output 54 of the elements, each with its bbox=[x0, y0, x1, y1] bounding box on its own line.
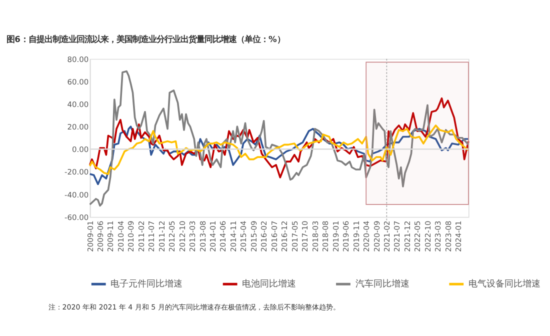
y-tick-label: -40.00 bbox=[64, 190, 89, 200]
x-tick-label: 2013-08 bbox=[198, 220, 208, 252]
x-tick-label: 2011-02 bbox=[136, 220, 146, 252]
x-tick-label: 2019-01 bbox=[331, 220, 340, 252]
x-tick-label: 2012-10 bbox=[178, 220, 187, 252]
y-tick-label: -20.00 bbox=[64, 168, 89, 177]
x-tick-label: 2009-11 bbox=[106, 220, 116, 252]
x-tick-label: 2018-08 bbox=[321, 220, 330, 252]
y-tick-label: 60.00 bbox=[67, 77, 89, 86]
x-tick-label: 2016-07 bbox=[270, 220, 279, 252]
x-tick-label: 2023-03 bbox=[434, 220, 443, 252]
legend-label: 电池同比增速 bbox=[242, 278, 296, 290]
x-tick-label: 2013-03 bbox=[188, 220, 197, 252]
y-tick-label: 20.00 bbox=[67, 122, 89, 132]
x-tick-label: 2014-06 bbox=[218, 220, 228, 252]
x-tick-label: 2014-11 bbox=[229, 220, 238, 252]
x-tick-label: 2019-06 bbox=[342, 220, 351, 252]
x-tick-label: 2024-01 bbox=[454, 220, 464, 252]
x-tick-label: 2015-04 bbox=[239, 220, 248, 252]
x-tick-label: 2011-07 bbox=[147, 220, 156, 252]
x-tick-label: 2018-03 bbox=[310, 220, 320, 252]
legend-label: 电子元件同比增速 bbox=[110, 278, 183, 290]
x-tick-label: 2022-10 bbox=[423, 220, 432, 252]
y-tick-label: 40.00 bbox=[67, 100, 89, 109]
x-tick-label: 2012-05 bbox=[168, 220, 177, 252]
x-tick-label: 2017-05 bbox=[290, 220, 300, 252]
x-tick-label: 2015-09 bbox=[249, 220, 258, 252]
line-series bbox=[88, 124, 470, 175]
x-tick-label: 2014-01 bbox=[208, 220, 218, 252]
x-tick-label: 2009-01 bbox=[86, 220, 95, 252]
legend-label: 电气设备同比增速 bbox=[468, 278, 540, 290]
y-tick-label: 0.00 bbox=[72, 145, 89, 154]
chart-title: 图6：自提出制造业回流以来，美国制造业分行业出货量同比增速（单位：%） bbox=[6, 34, 285, 44]
x-tick-label: 2016-12 bbox=[280, 220, 290, 252]
line-series bbox=[88, 97, 470, 178]
legend-label: 汽车同比增速 bbox=[355, 278, 410, 290]
line-series bbox=[88, 70, 470, 207]
x-tick-label: 2021-07 bbox=[392, 220, 402, 252]
x-tick-label: 2023-08 bbox=[444, 220, 453, 252]
x-tick-label: 2021-02 bbox=[382, 220, 392, 252]
x-tick-label: 2010-09 bbox=[126, 220, 136, 252]
x-tick-label: 2021-12 bbox=[402, 220, 412, 252]
x-tick-label: 2017-10 bbox=[300, 220, 310, 252]
line-series bbox=[88, 126, 470, 186]
y-tick-label: -60.00 bbox=[64, 212, 89, 222]
x-tick-label: 2011-12 bbox=[157, 220, 166, 252]
x-tick-label: 2010-04 bbox=[116, 220, 126, 252]
x-tick-label: 2019-11 bbox=[352, 220, 361, 252]
x-tick-label: 2020-04 bbox=[362, 220, 372, 252]
x-tick-label: 2016-02 bbox=[260, 220, 269, 252]
x-tick-label: 2009-06 bbox=[96, 220, 105, 252]
y-tick-label: 80.00 bbox=[67, 54, 89, 64]
x-tick-label: 2020-09 bbox=[372, 220, 382, 252]
x-tick-label: 2022-05 bbox=[413, 220, 422, 252]
